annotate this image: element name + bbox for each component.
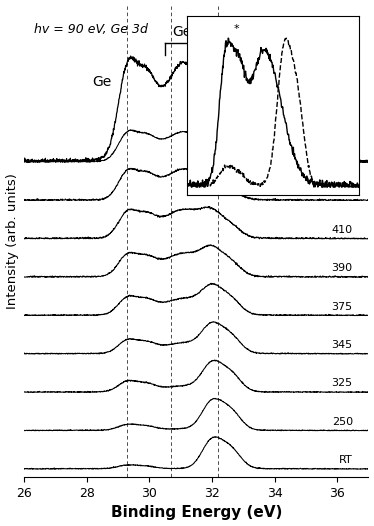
Text: 345: 345 — [332, 340, 353, 350]
Text: Ge: Ge — [93, 75, 112, 89]
Text: 390: 390 — [332, 263, 353, 273]
Text: *: * — [234, 24, 240, 34]
Text: 325: 325 — [332, 378, 353, 388]
Text: $^0$C: $^0$C — [337, 167, 353, 184]
Text: 250: 250 — [332, 417, 353, 427]
Text: hv = 90 eV, Ge 3d: hv = 90 eV, Ge 3d — [34, 23, 147, 36]
Text: 420: 420 — [331, 186, 353, 196]
Y-axis label: Intensity (arb. units): Intensity (arb. units) — [6, 174, 19, 309]
X-axis label: Binding Energy (eV): Binding Energy (eV) — [111, 505, 282, 520]
Text: 430: 430 — [332, 148, 353, 158]
Text: GeOx: GeOx — [172, 25, 211, 39]
Text: RT: RT — [339, 455, 353, 465]
Text: 410: 410 — [332, 225, 353, 235]
Text: GeO$_2$: GeO$_2$ — [217, 166, 251, 181]
Text: 375: 375 — [332, 301, 353, 311]
